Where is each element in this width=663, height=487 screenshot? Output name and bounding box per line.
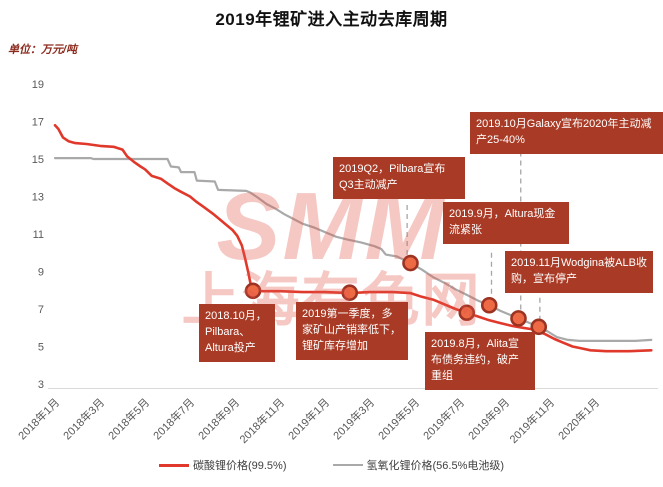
x-tick-label: 2018年3月 (60, 395, 107, 442)
hydroxide-price-line (53, 157, 653, 342)
y-tick-label: 7 (38, 304, 44, 316)
x-tick-label: 2018年1月 (15, 395, 62, 442)
y-tick-label: 9 (38, 267, 44, 279)
x-tick-label: 2018年5月 (105, 395, 152, 442)
unit-label: 单位：万元/吨 (8, 44, 78, 56)
legend-swatch-icon (332, 463, 363, 467)
x-tick-label: 2019年9月 (465, 395, 512, 442)
x-tick-label: 2018年7月 (150, 395, 197, 442)
event-marker (402, 254, 419, 272)
y-tick-label: 3 (38, 379, 44, 391)
annotation-altura-sep: 2019.9月，Altura现金流紧张 (443, 202, 569, 244)
x-tick-label: 2019年3月 (330, 395, 377, 442)
event-marker (458, 304, 476, 322)
y-tick-label: 5 (38, 342, 44, 354)
x-tick-label: 2020年1月 (555, 395, 602, 442)
event-marker (244, 282, 262, 300)
y-tick-label: 17 (32, 117, 44, 129)
legend-item-hydroxide: 氢氧化锂价格(56.5%电池级) (332, 457, 505, 473)
x-tick-label: 2019年5月 (375, 395, 422, 442)
y-tick-label: 11 (33, 229, 44, 241)
annotation-alita-aug: 2019.8月，Alita宣布债务违约，破产重组 (425, 332, 535, 390)
legend-swatch-icon (158, 463, 189, 467)
y-tick-label: 13 (32, 192, 44, 204)
annotation-galaxy-oct: 2019.10月Galaxy宣布2020年主动减产25-40% (470, 112, 663, 154)
event-marker (341, 284, 359, 301)
y-tick-label: 15 (32, 154, 44, 166)
y-tick-label: 19 (32, 79, 44, 91)
chart-legend: 碳酸锂价格(99.5%) 氢氧化锂价格(56.5%电池级) (0, 457, 663, 473)
x-tick-label: 2019年7月 (420, 395, 467, 442)
legend-label: 氢氧化锂价格(56.5%电池级) (366, 460, 505, 472)
annotation-q1-2019: 2019第一季度，多家矿山产销率低下，锂矿库存增加 (296, 302, 408, 360)
annotation-wodgina-nov: 2019.11月Wodgina被ALB收购，宣布停产 (505, 251, 653, 293)
x-tick-label: 2018年9月 (195, 395, 242, 442)
event-marker (530, 318, 548, 336)
x-tick-label: 2019年1月 (285, 395, 332, 442)
annotation-pilbara-2018: 2018.10月，Pilbara、Altura投产 (199, 304, 275, 362)
legend-item-carbonate: 碳酸锂价格(99.5%) (158, 457, 287, 473)
legend-label: 碳酸锂价格(99.5%) (192, 460, 287, 472)
event-marker (480, 296, 498, 314)
chart-title: 2019年锂矿进入主动去库周期 (215, 10, 448, 29)
x-tick-label: 2019年11月 (506, 395, 557, 446)
event-marker (510, 310, 527, 327)
x-tick-label: 2018年11月 (236, 395, 287, 446)
annotation-q2-2019: 2019Q2，Pilbara宣布Q3主动减产 (333, 157, 465, 199)
